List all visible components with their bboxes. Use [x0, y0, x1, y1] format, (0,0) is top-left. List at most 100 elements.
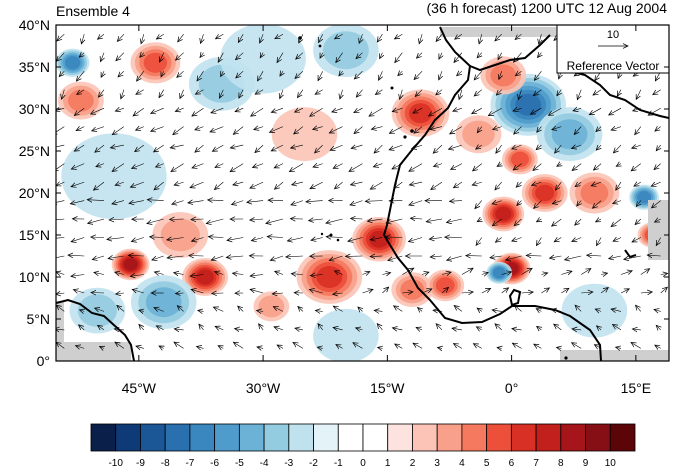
wind-vector	[68, 255, 85, 256]
wind-vector	[56, 182, 65, 186]
wind-vector	[116, 293, 124, 294]
wind-vector	[386, 218, 403, 223]
wind-vector	[351, 182, 363, 185]
colorbar: -10 -9 -8 -7 -6 -5 -4 -3 -2 -1 0 1 2 3 4 5 6 7 8 9 10	[90, 423, 636, 469]
wind-vector	[359, 34, 362, 43]
wind-vector	[367, 219, 383, 221]
anomaly-contour	[160, 218, 200, 252]
colorbar-label: -4	[260, 458, 269, 469]
wind-vector	[239, 89, 244, 98]
wind-vector	[475, 200, 483, 209]
wind-vector	[310, 275, 323, 276]
wind-vector	[130, 275, 144, 277]
wind-vector	[575, 305, 582, 312]
anomaly-cell	[61, 133, 167, 220]
wind-vector	[422, 272, 429, 274]
wind-vector	[436, 89, 443, 95]
wind-vector	[611, 127, 622, 131]
wind-vector	[108, 256, 124, 259]
wind-vector	[139, 324, 144, 331]
wind-vector	[429, 238, 443, 240]
anomaly-contour	[313, 308, 379, 361]
colorbar-swatch	[115, 423, 141, 452]
wind-vector	[596, 237, 602, 246]
wind-vector	[175, 108, 184, 111]
wind-vector	[268, 200, 284, 201]
wind-vector	[226, 256, 244, 257]
wind-vector	[112, 126, 125, 135]
wind-vector	[320, 52, 323, 59]
wind-vector	[351, 218, 363, 219]
wind-vector	[319, 34, 323, 42]
wind-vector	[348, 237, 363, 242]
wind-vector	[617, 89, 621, 97]
wind-vector	[593, 200, 602, 209]
colorbar-label: 3	[434, 458, 440, 469]
wind-vector	[140, 53, 144, 58]
wind-vector	[377, 324, 383, 331]
wind-vector	[115, 272, 124, 274]
wind-vector	[636, 305, 642, 312]
wind-vector	[452, 328, 462, 330]
anomaly-cell	[220, 25, 306, 94]
wind-vector	[96, 164, 105, 167]
wind-vector	[333, 327, 343, 330]
wind-vector	[561, 288, 569, 294]
wind-vector	[635, 218, 642, 225]
wind-vector	[210, 126, 224, 132]
wind-vector	[171, 163, 184, 172]
lat-tick-label: 0°	[37, 353, 50, 369]
wind-vector	[56, 126, 65, 135]
wind-vector	[651, 182, 661, 186]
map-plot-area	[56, 25, 669, 361]
wind-vector	[250, 219, 264, 220]
wind-vector	[431, 181, 443, 190]
wind-vector	[416, 327, 423, 330]
anomaly-cell	[182, 258, 229, 296]
wind-vector	[191, 289, 204, 293]
wind-vector	[409, 163, 423, 172]
colorbar-label: -2	[309, 458, 318, 469]
wind-vector	[286, 256, 303, 257]
wind-vector	[476, 327, 481, 330]
wind-vector	[289, 163, 304, 172]
wind-vector	[353, 343, 363, 349]
anomaly-contour	[68, 89, 94, 112]
wind-vector	[481, 273, 488, 275]
wind-vector	[597, 326, 602, 330]
wind-vector	[447, 218, 462, 223]
wind-vector	[454, 181, 463, 188]
wind-vector	[354, 70, 363, 79]
wind-vector	[333, 163, 343, 169]
lon-tick-label: 15°E	[621, 380, 652, 396]
wind-vector	[192, 163, 204, 168]
colorbar-swatch	[387, 423, 413, 452]
wind-vector	[447, 255, 462, 260]
wind-vector	[632, 145, 641, 148]
wind-vector	[624, 255, 641, 259]
wind-vector	[594, 163, 602, 171]
wind-vector	[71, 275, 85, 277]
colorbar-label: -3	[284, 458, 293, 469]
reference-vector-caption: Reference Vector	[567, 59, 660, 73]
wind-vector	[555, 181, 562, 190]
anomaly-contour	[490, 64, 517, 87]
wind-vector	[190, 181, 204, 188]
wind-vector	[178, 34, 184, 42]
anomaly-cell	[502, 144, 538, 175]
wind-vector	[230, 145, 244, 148]
wind-vector	[374, 310, 383, 311]
wind-vector	[492, 310, 502, 312]
wind-vector	[230, 163, 244, 172]
wind-vector	[382, 287, 388, 294]
wind-vector	[521, 292, 534, 293]
wind-vector	[180, 89, 184, 99]
wind-vector	[109, 219, 124, 220]
wind-vector	[601, 273, 607, 274]
anomaly-cell	[352, 217, 406, 262]
wind-vector	[441, 287, 449, 294]
wind-vector	[95, 144, 105, 152]
wind-vector	[81, 34, 84, 44]
wind-vector	[235, 108, 244, 112]
wind-vector	[257, 311, 264, 312]
